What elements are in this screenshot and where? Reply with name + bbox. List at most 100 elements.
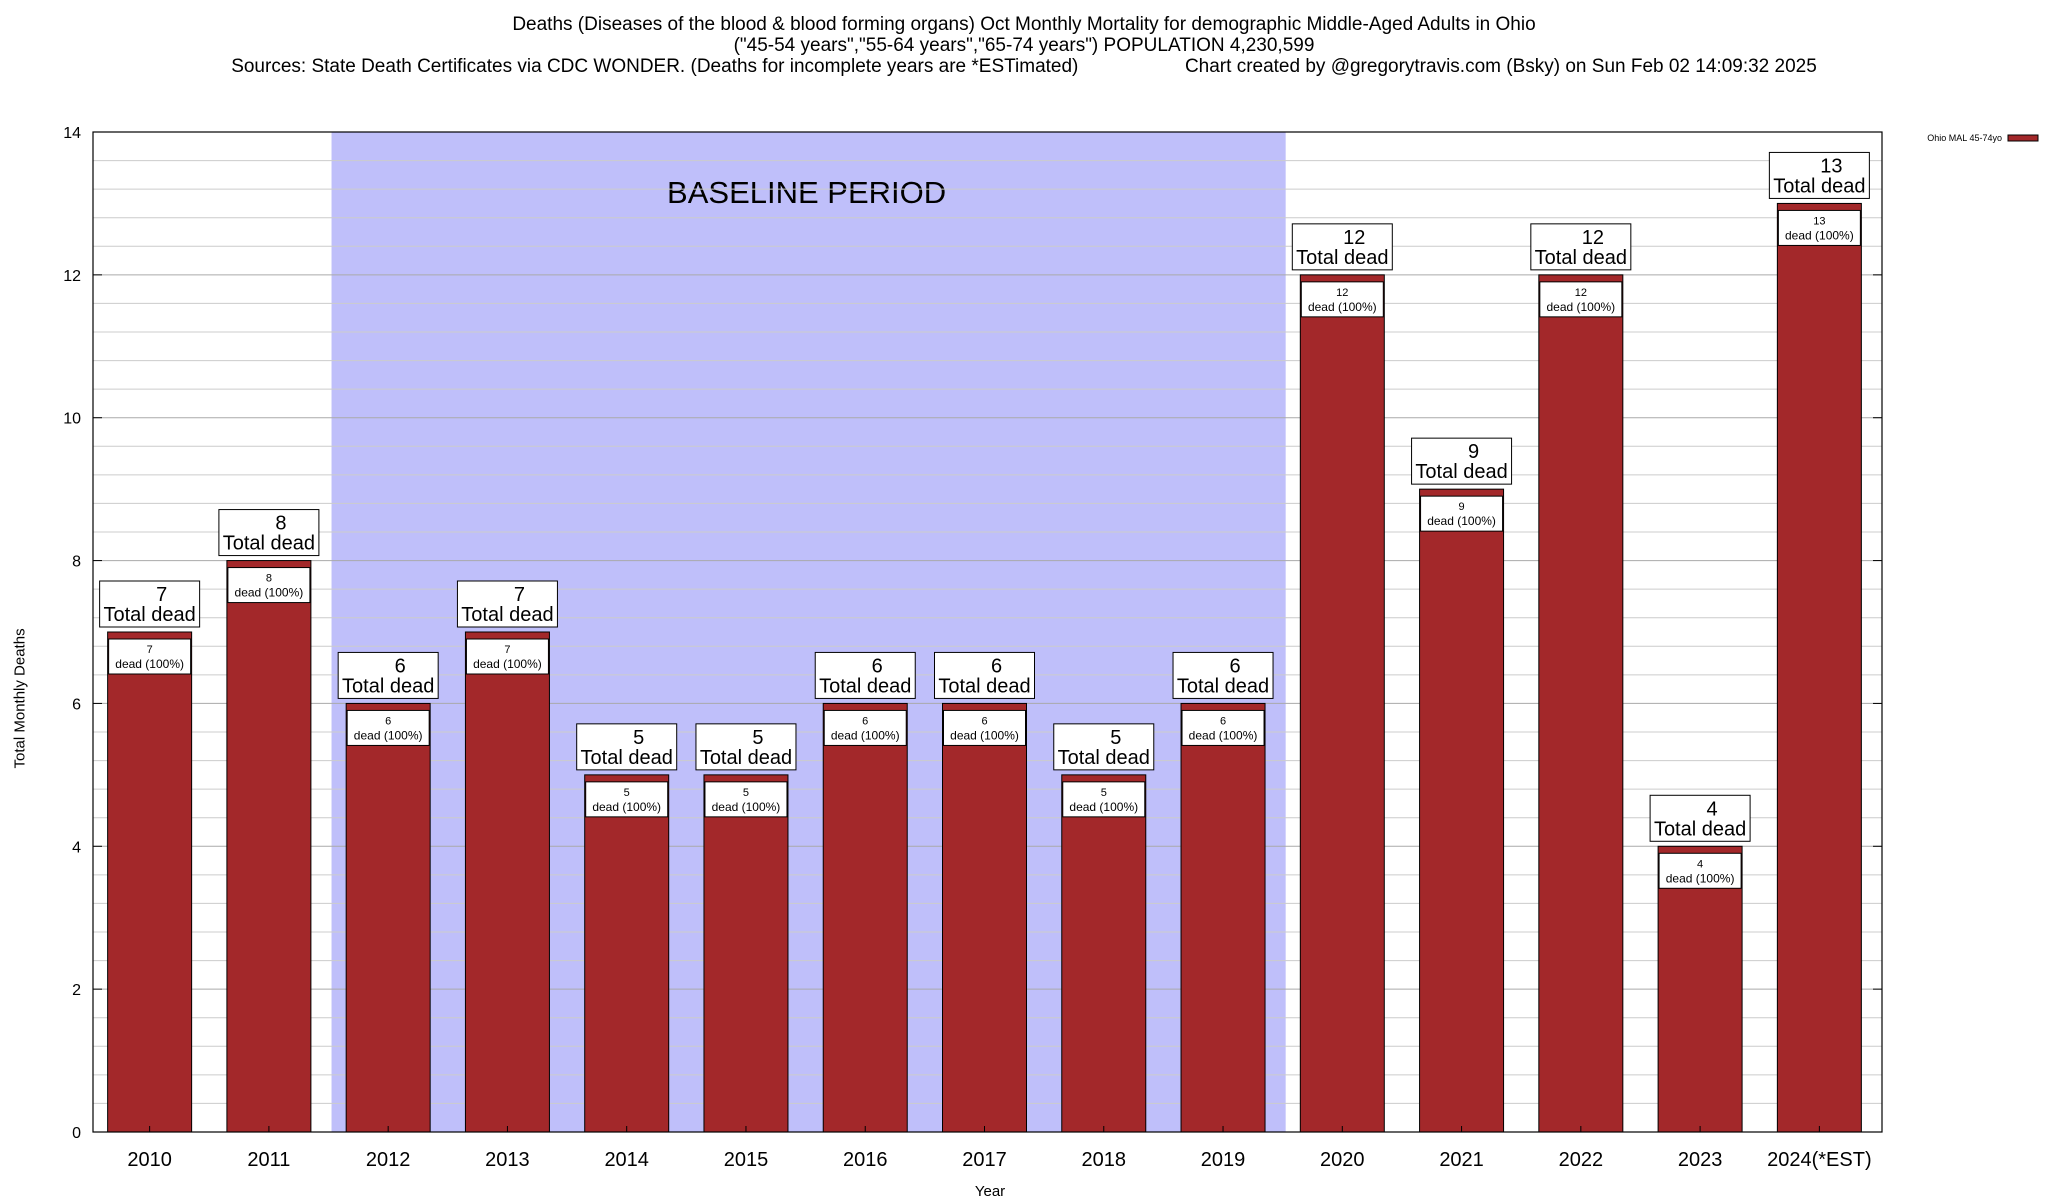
bar-inner-value: 13 — [1813, 215, 1825, 227]
total-value-label: 5 — [1110, 727, 1121, 749]
x-tick-label: 2011 — [247, 1149, 290, 1171]
total-label-box — [337, 651, 439, 699]
bar-inner-label-box — [227, 567, 311, 604]
x-tick-label: 2010 — [127, 1149, 172, 1171]
total-value-label: 6 — [395, 655, 406, 677]
total-label-box — [1649, 794, 1751, 842]
total-label-box — [1411, 437, 1513, 485]
y-tick-label: 4 — [72, 839, 81, 856]
total-label-box — [1172, 651, 1274, 699]
total-label-box — [99, 580, 201, 628]
bar-inner-value: 9 — [1459, 501, 1465, 513]
total-label-box — [1768, 151, 1870, 199]
y-tick-label: 2 — [72, 982, 81, 999]
total-value-label: 6 — [991, 655, 1002, 677]
total-value-label: 6 — [872, 655, 883, 677]
total-dead-label: Total dead — [1296, 247, 1388, 269]
bar — [345, 702, 431, 1133]
bar-inner-label: dead (100%) — [1546, 300, 1615, 314]
bar-inner-label-box — [108, 638, 192, 675]
total-label-box — [456, 580, 558, 628]
x-tick-label: 2012 — [366, 1149, 411, 1171]
bar-inner-value: 4 — [1697, 858, 1703, 870]
y-tick-label: 0 — [72, 1125, 81, 1142]
total-label-box — [814, 651, 916, 699]
total-dead-label: Total dead — [819, 675, 911, 697]
total-label-box — [218, 509, 320, 557]
x-tick-label: 2024(*EST) — [1767, 1149, 1872, 1171]
total-value-label: 8 — [275, 513, 286, 535]
x-tick-label: 2016 — [843, 1149, 888, 1171]
bar — [1776, 202, 1862, 1133]
x-tick-label: 2020 — [1320, 1149, 1365, 1171]
bar-inner-value: 6 — [385, 715, 391, 727]
bar — [107, 631, 193, 1133]
total-value-label: 6 — [1229, 655, 1240, 677]
bar-inner-label: dead (100%) — [354, 728, 423, 742]
chart-credit: Chart created by @gregorytravis.com (Bsk… — [1184, 56, 1817, 77]
bar-inner-label-box — [704, 781, 788, 818]
total-dead-label: Total dead — [1058, 747, 1150, 769]
bar-inner-label: dead (100%) — [831, 728, 900, 742]
total-dead-label: Total dead — [1177, 675, 1269, 697]
total-dead-label: Total dead — [461, 604, 553, 626]
total-dead-label: Total dead — [1773, 175, 1865, 197]
total-value-label: 13 — [1820, 155, 1842, 177]
total-value-label: 7 — [514, 584, 525, 606]
bar — [822, 702, 908, 1133]
legend-swatch — [2007, 134, 2039, 142]
bar-inner-value: 6 — [981, 715, 987, 727]
bar — [1299, 274, 1385, 1133]
total-dead-label: Total dead — [1415, 461, 1507, 483]
bar — [1061, 774, 1147, 1133]
total-dead-label: Total dead — [103, 604, 195, 626]
bar-inner-label: dead (100%) — [1069, 800, 1138, 814]
chart-subtitle: ("45-54 years","55-64 years","65-74 year… — [733, 35, 1315, 56]
x-axis-label: Year — [975, 1183, 1005, 1200]
bar — [464, 631, 550, 1133]
title-block: Deaths (Diseases of the blood & blood fo… — [0, 14, 2048, 77]
total-dead-label: Total dead — [1535, 247, 1627, 269]
bar-inner-label: dead (100%) — [235, 586, 304, 600]
total-label-box — [934, 651, 1035, 699]
x-tick-label: 2023 — [1678, 1149, 1723, 1171]
total-value-label: 12 — [1343, 227, 1365, 249]
total-label-box — [1291, 223, 1393, 271]
total-dead-label: Total dead — [581, 747, 673, 769]
total-dead-label: Total dead — [223, 533, 315, 555]
bar-inner-label: dead (100%) — [950, 728, 1019, 742]
bar-inner-label: dead (100%) — [1666, 871, 1735, 885]
bar — [1657, 845, 1743, 1133]
total-dead-label: Total dead — [342, 675, 434, 697]
bar-inner-label-box — [585, 781, 669, 818]
bar-inner-value: 5 — [1101, 787, 1107, 799]
total-value-label: 5 — [633, 727, 644, 749]
bar-inner-label: dead (100%) — [115, 657, 184, 671]
y-tick-label: 6 — [72, 696, 81, 713]
bar-inner-label: dead (100%) — [592, 800, 661, 814]
bar — [226, 560, 312, 1133]
chart-source-line: Sources: State Death Certificates via CD… — [0, 56, 2048, 77]
y-tick-label: 14 — [63, 125, 81, 142]
bar-inner-label: dead (100%) — [1785, 228, 1854, 242]
bar-inner-label-box — [1062, 781, 1146, 818]
bar-inner-label: dead (100%) — [473, 657, 542, 671]
total-label-box — [695, 723, 797, 771]
bar — [703, 774, 789, 1133]
chart-sources: Sources: State Death Certificates via CD… — [231, 56, 1079, 77]
bar-inner-label-box — [1181, 709, 1265, 746]
y-tick-label: 8 — [72, 554, 81, 571]
legend-label: Ohio MAL 45-74yo — [1927, 133, 2002, 143]
bar-inner-label-box — [465, 638, 549, 675]
bar-inner-label: dead (100%) — [1189, 728, 1258, 742]
x-tick-label: 2021 — [1439, 1149, 1484, 1171]
total-dead-label: Total dead — [1654, 818, 1746, 840]
chart-title: Deaths (Diseases of the blood & blood fo… — [512, 14, 1536, 35]
bar-inner-value: 7 — [504, 644, 510, 656]
bar — [584, 774, 670, 1133]
bar-inner-value: 6 — [1220, 715, 1226, 727]
total-value-label: 12 — [1582, 227, 1604, 249]
bar-inner-value: 8 — [266, 573, 272, 585]
x-tick-label: 2022 — [1559, 1149, 1604, 1171]
